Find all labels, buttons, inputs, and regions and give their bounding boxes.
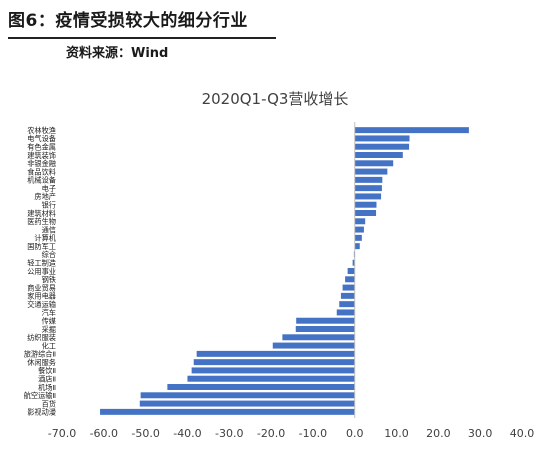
category-label: 轻工制造 bbox=[27, 259, 56, 268]
category-label: 化工 bbox=[42, 341, 56, 350]
category-label: 通信 bbox=[42, 225, 56, 234]
bar bbox=[354, 176, 383, 183]
bar bbox=[345, 276, 355, 283]
bar bbox=[167, 384, 355, 390]
bar bbox=[193, 359, 355, 366]
category-label: 交通运输 bbox=[27, 300, 56, 309]
category-label: 非银金融 bbox=[27, 159, 56, 168]
bar bbox=[354, 160, 394, 167]
category-label: 影视动漫 bbox=[27, 408, 56, 417]
category-label: 酒店Ⅱ bbox=[38, 375, 56, 384]
bar bbox=[354, 234, 362, 241]
category-label: 纺织服装 bbox=[27, 333, 56, 342]
figure-label: 图6： bbox=[8, 11, 56, 31]
bar bbox=[296, 317, 355, 324]
bar bbox=[354, 226, 364, 233]
bar bbox=[354, 168, 388, 175]
bar bbox=[354, 201, 377, 208]
category-label: 机场Ⅱ bbox=[38, 383, 56, 392]
category-label: 有色金属 bbox=[27, 143, 56, 152]
category-label: 电子 bbox=[42, 184, 56, 193]
category-label: 传媒 bbox=[42, 317, 56, 326]
bar bbox=[100, 408, 355, 415]
bar bbox=[354, 143, 410, 150]
figure-title: 图6：疫情受损较大的细分行业 bbox=[8, 10, 542, 32]
chart-title: 2020Q1-Q3营收增长 bbox=[202, 90, 349, 108]
category-label: 综合 bbox=[42, 250, 56, 259]
figure-header: 图6：疫情受损较大的细分行业 资料来源：Wind bbox=[8, 10, 542, 61]
bar bbox=[139, 400, 355, 407]
bar bbox=[282, 334, 355, 341]
x-tick-label: -50.0 bbox=[131, 427, 159, 440]
category-label: 银行 bbox=[42, 201, 56, 210]
category-label: 建筑材料 bbox=[27, 209, 56, 218]
bar bbox=[347, 268, 355, 274]
category-label: 机械设备 bbox=[27, 176, 56, 185]
category-label: 汽车 bbox=[42, 308, 56, 317]
bar bbox=[272, 342, 355, 349]
category-label: 房地产 bbox=[34, 192, 56, 201]
bar bbox=[354, 218, 366, 225]
category-label: 农林牧渔 bbox=[27, 126, 56, 135]
category-label: 计算机 bbox=[34, 234, 56, 243]
bar bbox=[339, 301, 355, 308]
category-label: 航空运输Ⅱ bbox=[24, 391, 56, 400]
category-label: 公用事业 bbox=[27, 267, 56, 276]
x-tick-label: 20.0 bbox=[426, 427, 451, 440]
source-note: 资料来源：Wind bbox=[66, 46, 169, 61]
category-label: 百货 bbox=[42, 399, 56, 408]
category-label: 旅游综合Ⅱ bbox=[24, 350, 56, 359]
category-label: 国防军工 bbox=[27, 242, 56, 251]
x-tick-label: -70.0 bbox=[48, 427, 76, 440]
category-label: 商业贸易 bbox=[27, 283, 56, 292]
category-label: 采掘 bbox=[42, 325, 56, 334]
bar bbox=[354, 127, 469, 134]
x-tick-label: -20.0 bbox=[257, 427, 285, 440]
x-tick-label: -30.0 bbox=[215, 427, 243, 440]
bar bbox=[336, 309, 355, 316]
bar bbox=[354, 210, 377, 216]
bar bbox=[140, 392, 355, 399]
bar bbox=[191, 367, 355, 374]
bar bbox=[340, 292, 355, 299]
x-tick-label: 30.0 bbox=[468, 427, 493, 440]
bar bbox=[354, 152, 403, 158]
bar bbox=[295, 326, 355, 332]
bar bbox=[354, 193, 382, 200]
category-label: 电气设备 bbox=[27, 134, 56, 143]
bar bbox=[196, 350, 355, 357]
category-label: 建筑装饰 bbox=[27, 151, 56, 160]
bar bbox=[352, 259, 355, 266]
figure-title-text: 疫情受损较大的细分行业 bbox=[55, 11, 248, 31]
category-label: 食品饮料 bbox=[27, 167, 56, 176]
category-label: 钢铁 bbox=[42, 275, 56, 284]
chart-container: 2020Q1-Q3营收增长农林牧渔 电气设备 有色金属 建筑装饰 非银金融 食品饮料 机械设… bbox=[0, 80, 550, 451]
bar-chart: 2020Q1-Q3营收增长农林牧渔电气设备有色金属建筑装饰非银金融食品饮料机械设… bbox=[24, 90, 535, 440]
category-label: 餐饮Ⅱ bbox=[38, 366, 56, 375]
x-tick-label: 10.0 bbox=[384, 427, 409, 440]
x-tick-label: -10.0 bbox=[299, 427, 327, 440]
x-tick-label: 40.0 bbox=[510, 427, 535, 440]
bar bbox=[354, 135, 410, 142]
bar bbox=[187, 375, 355, 382]
x-tick-label: 0.0 bbox=[346, 427, 364, 440]
category-label: 家用电器 bbox=[27, 292, 56, 301]
x-tick-label: -60.0 bbox=[90, 427, 118, 440]
bar bbox=[342, 284, 355, 291]
header-divider bbox=[8, 37, 276, 39]
category-label: 医药生物 bbox=[27, 217, 56, 226]
x-tick-label: -40.0 bbox=[173, 427, 201, 440]
category-label: 休闲服务 bbox=[27, 358, 56, 367]
bar bbox=[354, 243, 360, 250]
bar bbox=[354, 185, 382, 192]
